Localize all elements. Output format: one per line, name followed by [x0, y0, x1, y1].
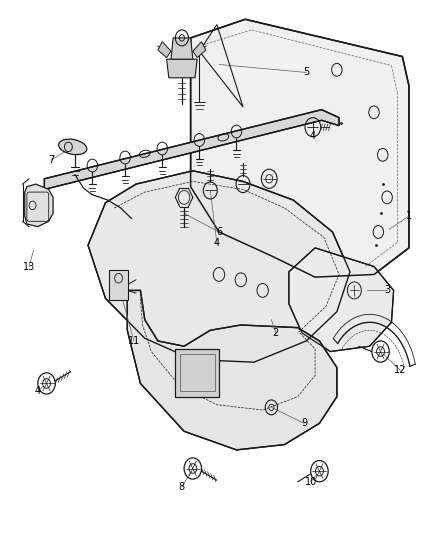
Text: 2: 2 [272, 328, 279, 338]
FancyBboxPatch shape [110, 270, 128, 300]
Text: 6: 6 [216, 227, 222, 237]
Polygon shape [127, 290, 337, 450]
Polygon shape [289, 248, 394, 352]
Text: 13: 13 [23, 262, 35, 271]
Polygon shape [175, 349, 219, 397]
Text: 10: 10 [304, 477, 317, 487]
Polygon shape [25, 184, 53, 227]
Text: 12: 12 [394, 365, 406, 375]
Polygon shape [171, 38, 193, 59]
Text: 4: 4 [214, 238, 220, 247]
Polygon shape [158, 42, 171, 58]
Polygon shape [166, 59, 197, 78]
Text: 1: 1 [406, 211, 412, 221]
Circle shape [377, 347, 385, 357]
Text: 11: 11 [128, 336, 140, 346]
Text: 7: 7 [48, 155, 54, 165]
Text: 4: 4 [310, 131, 316, 141]
Text: 9: 9 [301, 418, 307, 429]
Text: 4: 4 [35, 386, 41, 397]
Ellipse shape [59, 139, 87, 155]
Polygon shape [193, 42, 206, 58]
Circle shape [315, 466, 323, 476]
Text: 8: 8 [179, 482, 185, 492]
Circle shape [189, 464, 197, 473]
Polygon shape [44, 110, 339, 189]
Text: 5: 5 [303, 68, 310, 77]
Circle shape [42, 378, 50, 388]
Text: 3: 3 [384, 286, 390, 295]
Polygon shape [191, 19, 409, 277]
Polygon shape [88, 171, 350, 362]
